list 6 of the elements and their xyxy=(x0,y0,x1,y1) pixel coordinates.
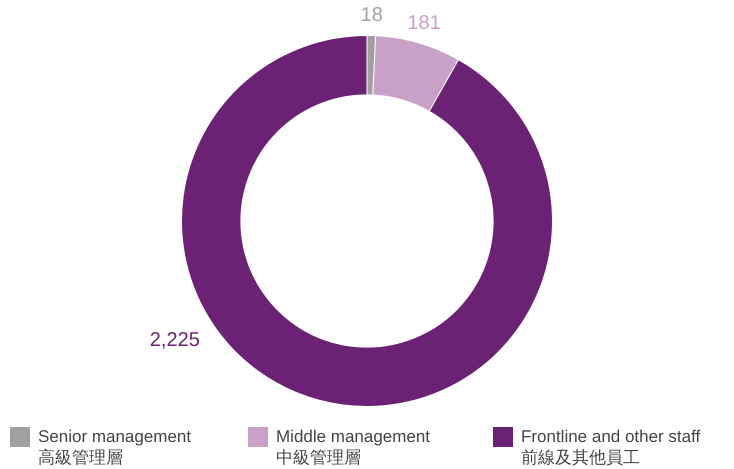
legend-label: Senior management 高級管理層 xyxy=(38,426,192,468)
legend-label: Middle management 中級管理層 xyxy=(276,426,430,468)
data-label: 18 xyxy=(360,4,383,26)
legend-label: Frontline and other staff 前線及其他員工 xyxy=(521,426,700,468)
data-label: 181 xyxy=(407,12,441,34)
data-label: 2,225 xyxy=(150,329,200,352)
